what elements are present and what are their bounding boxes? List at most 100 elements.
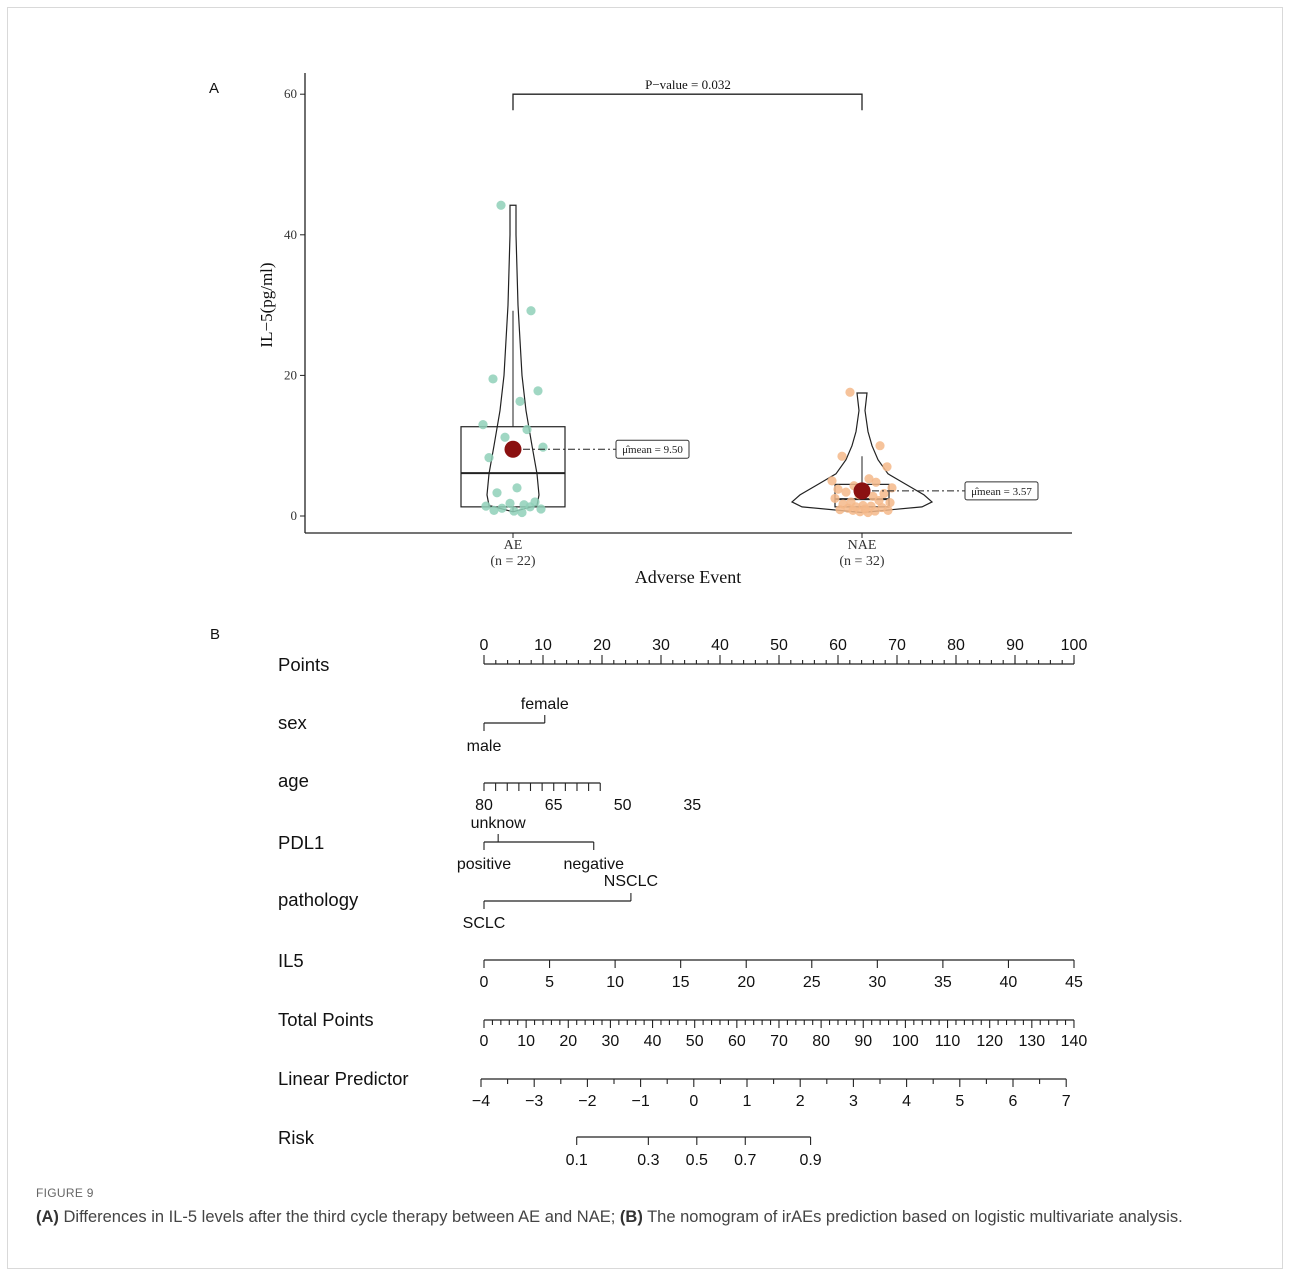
data-point <box>883 505 893 515</box>
data-point <box>845 387 855 397</box>
scale-tick-label: 7 <box>1062 1093 1071 1110</box>
data-point <box>512 483 522 493</box>
scale-tick-label: 6 <box>1009 1093 1018 1110</box>
scale-tick-label: 100 <box>892 1033 919 1050</box>
data-point <box>488 374 498 384</box>
data-point <box>489 505 499 515</box>
scale-tick-label: unknow <box>471 815 527 832</box>
scale-tick-label: 50 <box>686 1033 704 1050</box>
scale-tick-label: 65 <box>545 797 563 814</box>
data-point <box>871 477 881 487</box>
scale-tick-label: 45 <box>1065 974 1083 991</box>
data-point <box>500 432 510 442</box>
scale-tick-label: 4 <box>902 1093 911 1110</box>
scale-tick-label: 60 <box>829 637 847 654</box>
data-point <box>497 503 507 513</box>
row-label-risk: Risk <box>278 1127 315 1148</box>
scale-tick-label: 30 <box>868 974 886 991</box>
scale-tick-label: 0.5 <box>686 1152 708 1169</box>
scale-tick-label: 0.7 <box>734 1152 756 1169</box>
data-point <box>874 495 884 506</box>
scale-tick-label: 120 <box>976 1033 1003 1050</box>
scale-tick-label: 1 <box>743 1093 752 1110</box>
scale-tick-label: −2 <box>578 1093 596 1110</box>
caption-b-tag: (B) <box>619 1208 643 1226</box>
data-point <box>533 386 543 396</box>
x-tick-n-label: (n = 22) <box>490 554 536 569</box>
data-point <box>837 451 847 461</box>
scale-tick-label: 40 <box>711 637 729 654</box>
row-label-pathology: pathology <box>278 889 359 910</box>
significance-bracket <box>512 93 863 111</box>
mean-label: μ̂mean = 3.57 <box>971 486 1032 498</box>
data-point <box>863 507 873 518</box>
scale-tick-label: 10 <box>534 637 552 654</box>
scale-tick-label: 130 <box>1018 1033 1045 1050</box>
row-label-total-points: Total Points <box>278 1009 374 1030</box>
data-point <box>864 474 874 484</box>
data-point <box>481 501 491 511</box>
scale-tick-label: 20 <box>593 637 611 654</box>
y-axis-title: IL−5(pg/ml) <box>257 262 276 347</box>
figure-caption: (A) Differences in IL-5 levels after the… <box>36 1206 1236 1229</box>
data-point <box>833 484 843 494</box>
scale-tick-label: 20 <box>559 1033 577 1050</box>
row-label-age: age <box>278 770 309 791</box>
scale-tick-label: 15 <box>672 974 690 991</box>
x-axis-title: Adverse Event <box>635 567 741 587</box>
scale-tick-label: −4 <box>472 1093 490 1110</box>
data-point <box>517 507 527 518</box>
scale-tick-label: 0 <box>689 1093 698 1110</box>
scale-tick-label: 2 <box>796 1093 805 1110</box>
scale-tick-label: 0 <box>480 637 489 654</box>
data-point <box>855 507 865 517</box>
data-point <box>522 424 532 435</box>
panel-a-letter: A <box>209 80 220 97</box>
violin-box-chart: 0 20 40 60 IL−5(pg/ml) Adverse Event AE(n = 22… <box>257 73 1072 587</box>
data-point <box>841 487 851 497</box>
data-point <box>492 488 502 498</box>
scale-tick-label: female <box>521 696 569 713</box>
scale-tick-label: 25 <box>803 974 821 991</box>
y-tick-label: 0 <box>291 508 298 523</box>
x-tick-label: AE <box>504 538 523 553</box>
row-label-sex: sex <box>278 712 308 733</box>
data-point <box>478 420 488 430</box>
scale-tick-label: male <box>467 738 502 755</box>
scale-tick-label: 5 <box>955 1093 964 1110</box>
data-point <box>879 488 889 499</box>
scale-tick-label: 0.3 <box>637 1152 659 1169</box>
scale-tick-label: 60 <box>728 1033 746 1050</box>
scale-tick-label: −3 <box>525 1093 543 1110</box>
mean-dot <box>504 440 522 458</box>
x-tick-label: NAE <box>848 538 877 553</box>
scale-tick-label: 30 <box>652 637 670 654</box>
scale-tick-label: 110 <box>935 1033 961 1050</box>
row-label-pdl1: PDL1 <box>278 832 324 853</box>
scale-tick-label: 0 <box>480 974 489 991</box>
data-point <box>509 506 519 516</box>
data-point <box>870 506 880 516</box>
caption-a-tag: (A) <box>36 1208 59 1226</box>
data-point <box>515 396 525 407</box>
scale-tick-label: 0.1 <box>566 1152 588 1169</box>
scale-tick-label: 80 <box>475 797 493 814</box>
mean-label-box <box>964 481 1039 501</box>
data-point <box>526 306 536 316</box>
scale-tick-label: 70 <box>770 1033 788 1050</box>
figure-frame <box>7 7 1283 1269</box>
p-value-label: P−value = 0.032 <box>645 77 731 92</box>
data-point <box>875 441 885 451</box>
data-point <box>525 502 535 512</box>
scale-tick-label: 30 <box>602 1033 620 1050</box>
data-point <box>827 476 837 486</box>
data-point <box>848 505 858 515</box>
scale-tick-label: SCLC <box>463 915 506 932</box>
scale-tick-label: 50 <box>614 797 632 814</box>
data-point <box>484 453 494 463</box>
data-point <box>882 462 892 472</box>
scale-tick-label: 5 <box>545 974 554 991</box>
scale-tick-label: 90 <box>854 1033 872 1050</box>
data-point <box>830 493 840 504</box>
